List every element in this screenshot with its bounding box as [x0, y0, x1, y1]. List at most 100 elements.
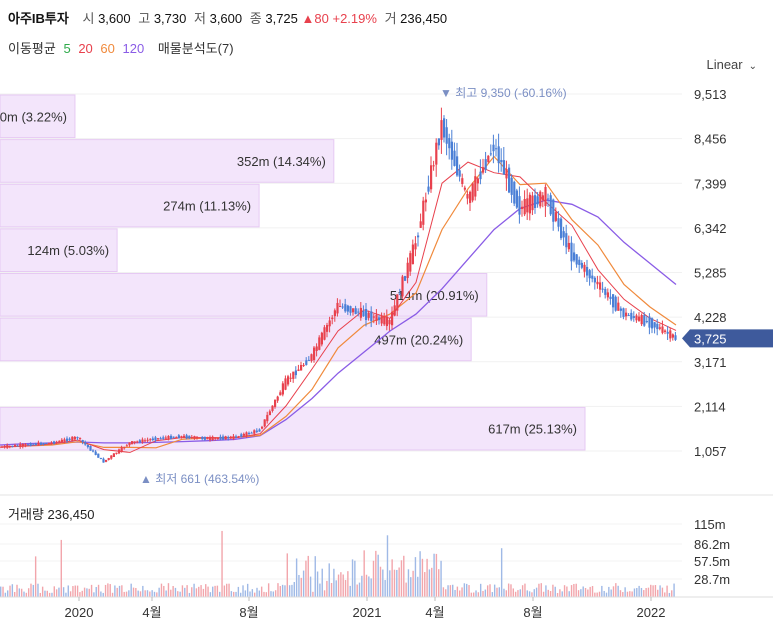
- candle-body: [427, 186, 430, 192]
- volume-profile-toggle[interactable]: 매물분석도(7): [157, 41, 234, 56]
- chevron-down-icon: ⌄: [748, 61, 757, 72]
- volume-bar: [158, 587, 160, 597]
- candle-body: [599, 282, 602, 290]
- volume-bar: [379, 566, 382, 597]
- candle-body: [497, 146, 500, 164]
- volume-bar: [321, 568, 323, 597]
- candle-body: [198, 437, 201, 439]
- candle-body: [19, 444, 22, 447]
- time-tick-label: 4월: [425, 605, 444, 620]
- candle-body: [183, 435, 186, 438]
- volume-bar: [591, 586, 594, 597]
- candle-body: [391, 311, 394, 326]
- candle-body: [40, 442, 43, 445]
- candle-body: [450, 141, 453, 160]
- volume-bar: [51, 592, 53, 597]
- candle-body: [188, 435, 191, 439]
- open-value: 3,600: [98, 11, 131, 26]
- volume-bar: [426, 558, 428, 597]
- volume-profile-label: 274m (11.13%): [163, 199, 251, 214]
- volume-bar: [128, 590, 130, 597]
- volume-bar: [67, 585, 69, 597]
- candle-body: [294, 370, 297, 376]
- candle-body: [430, 165, 433, 190]
- volume-bar: [79, 592, 81, 597]
- moving-average-legend[interactable]: 이동평균 5 20 60 120 매물분석도(7): [8, 38, 238, 57]
- volume-bar: [235, 591, 237, 597]
- candle-body: [643, 315, 646, 326]
- volume-bar: [237, 586, 240, 597]
- volume-bar: [445, 589, 447, 597]
- candle-body: [570, 242, 573, 262]
- volume-bar: [435, 553, 438, 597]
- candle-body: [372, 316, 375, 318]
- candle-body: [393, 305, 396, 316]
- close-label: 종: [249, 11, 262, 26]
- candle-body: [458, 170, 461, 177]
- candle-body: [253, 430, 256, 434]
- volume-bar: [174, 587, 177, 597]
- volume-bar: [9, 585, 11, 597]
- volume-bar: [16, 584, 18, 597]
- volume-bar: [111, 592, 114, 597]
- volume-bar: [305, 560, 307, 597]
- price-header: 아주IB투자 시 3,600 고 3,730 저 3,600 종 3,725 ▲…: [8, 8, 447, 27]
- candle-body: [638, 316, 641, 321]
- candle-body: [573, 252, 576, 261]
- candle-body: [300, 364, 303, 371]
- volume-bar: [463, 583, 466, 597]
- candle-body: [640, 314, 643, 325]
- volume-bar: [410, 577, 412, 597]
- volume-bar: [605, 592, 608, 597]
- candle-body: [658, 327, 661, 329]
- volume-bar: [673, 583, 675, 597]
- candle-body: [97, 453, 100, 458]
- volume-bar: [65, 592, 67, 597]
- volume-bar: [657, 589, 659, 597]
- scale-dropdown[interactable]: Linear ⌄: [706, 57, 757, 72]
- volume-bar: [104, 584, 107, 597]
- volume-tick-label: 57.5m: [694, 554, 730, 569]
- candle-body: [674, 335, 677, 340]
- volume-bar: [102, 592, 104, 597]
- volume-bar: [88, 588, 90, 597]
- volume-bar: [598, 591, 601, 597]
- candle-body: [625, 312, 628, 317]
- candle-body: [313, 347, 316, 361]
- volume-panel-title: 거래량 236,450: [8, 507, 95, 522]
- volume-bar: [666, 585, 668, 597]
- volume-bar: [519, 589, 521, 597]
- ma-60: 60: [100, 41, 115, 56]
- volume-bar: [228, 583, 230, 597]
- volume-bar: [41, 586, 44, 597]
- candle-body: [411, 244, 414, 265]
- open-label: 시: [82, 11, 95, 26]
- candle-body: [180, 436, 183, 438]
- volume-bar: [417, 576, 419, 597]
- candle-body: [578, 259, 581, 265]
- stock-name: 아주IB투자: [8, 11, 69, 26]
- volume-bar: [139, 591, 142, 597]
- volume-bar: [393, 569, 396, 597]
- volume-bar: [472, 592, 475, 597]
- volume-bar: [309, 576, 312, 597]
- volume-bar: [459, 590, 461, 597]
- volume-bar: [405, 582, 407, 597]
- volume-bar: [535, 587, 538, 597]
- volume-bar: [191, 587, 193, 597]
- volume-bar: [596, 592, 598, 597]
- candle-body: [107, 458, 110, 460]
- volume-bar: [363, 550, 365, 597]
- candle-body: [328, 320, 331, 327]
- volume-bar: [456, 586, 459, 597]
- candle-body: [232, 436, 235, 439]
- volume-bar: [2, 586, 4, 597]
- candle-body: [268, 411, 271, 416]
- candle-body: [495, 148, 498, 150]
- candle-body: [177, 435, 180, 439]
- volume-bar: [160, 583, 163, 597]
- candle-body: [341, 306, 344, 308]
- candle-body: [469, 191, 472, 203]
- volume-bar: [265, 592, 268, 597]
